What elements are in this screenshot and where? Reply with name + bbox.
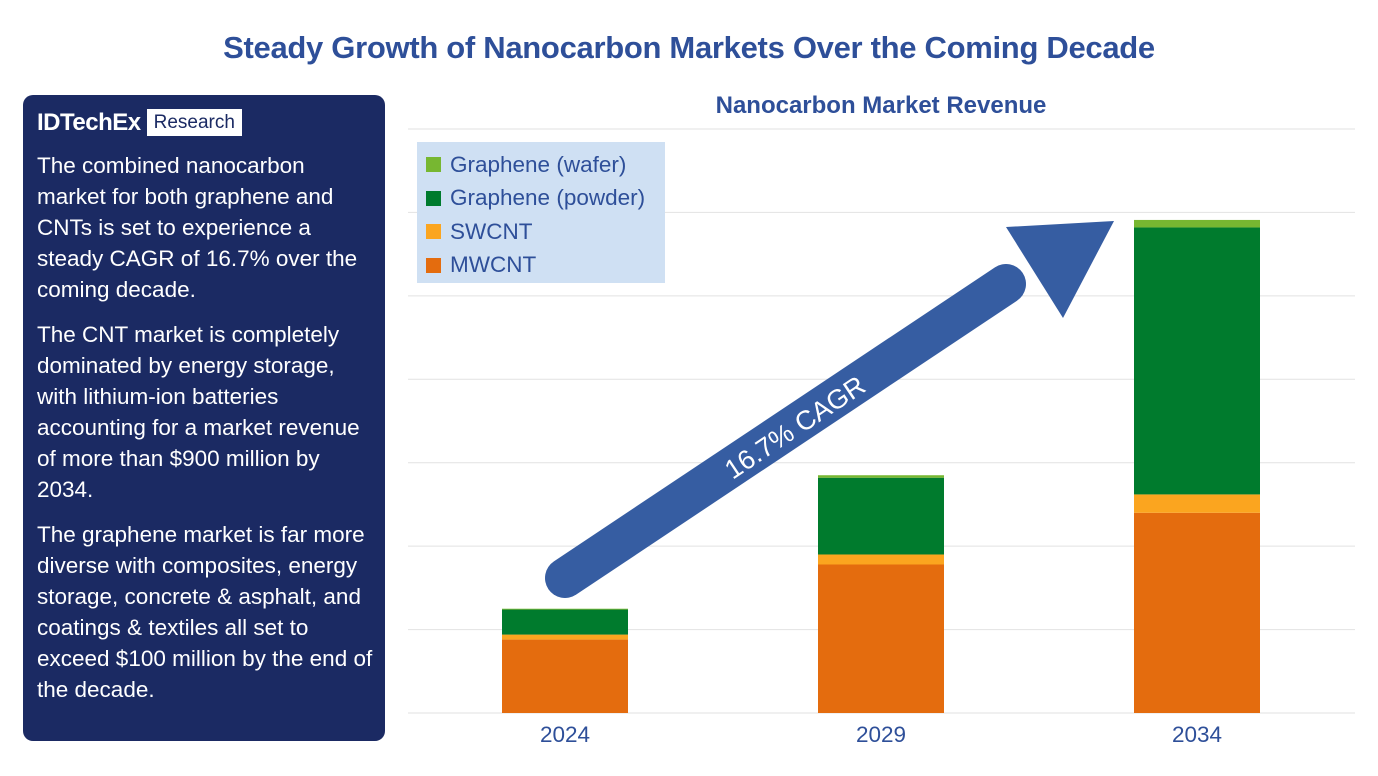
page-title: Steady Growth of Nanocarbon Markets Over… bbox=[223, 30, 1155, 65]
bar-graphene-wafer-2029 bbox=[818, 475, 944, 478]
x-tick-label-2024: 2024 bbox=[540, 722, 590, 747]
x-tick-label-2034: 2034 bbox=[1172, 722, 1222, 747]
bars bbox=[502, 219, 1260, 713]
bar-graphene-wafer-2024 bbox=[502, 608, 628, 610]
logo-brand: IDTechEx bbox=[37, 109, 141, 136]
legend-item-graphene-powder: Graphene (powder) bbox=[426, 182, 665, 216]
cagr-arrow-head bbox=[1006, 221, 1114, 318]
legend-swatch bbox=[426, 224, 441, 240]
legend-label: SWCNT bbox=[450, 218, 533, 244]
logo-tag: Research bbox=[146, 109, 242, 136]
bar-swcnt-2024 bbox=[502, 634, 628, 640]
bar-graphene-powder-2024 bbox=[502, 609, 628, 635]
legend-item-swcnt: SWCNT bbox=[426, 215, 665, 249]
chart-legend: Graphene (wafer) Graphene (powder) SWCNT… bbox=[417, 142, 665, 283]
cagr-arrow-shaft bbox=[545, 264, 1026, 598]
x-tick-label-2029: 2029 bbox=[856, 722, 906, 747]
legend-swatch bbox=[426, 157, 441, 173]
summary-paragraph-cagr: The combined nanocarbon market for both … bbox=[37, 153, 358, 302]
summary-panel: IDTechEx Research The combined nanocarbo… bbox=[23, 95, 385, 741]
legend-label: Graphene (powder) bbox=[450, 185, 646, 211]
bar-graphene-wafer-2034 bbox=[1134, 219, 1260, 228]
bar-mwcnt-2029 bbox=[818, 564, 944, 713]
bar-graphene-powder-2029 bbox=[818, 477, 944, 555]
bar-graphene-powder-2034 bbox=[1134, 227, 1260, 495]
legend-label: Graphene (wafer) bbox=[450, 151, 627, 177]
legend-swatch bbox=[426, 257, 441, 273]
legend-item-graphene-wafer: Graphene (wafer) bbox=[426, 148, 665, 182]
bar-swcnt-2029 bbox=[818, 554, 944, 565]
legend-item-mwcnt: MWCNT bbox=[426, 249, 665, 283]
summary-paragraph-graphene: The graphene market is far more diverse … bbox=[37, 522, 373, 702]
bar-mwcnt-2024 bbox=[502, 639, 628, 713]
legend-label: MWCNT bbox=[450, 252, 537, 278]
x-axis-ticks: 2024 2029 2034 bbox=[540, 722, 1222, 747]
chart-title: Nanocarbon Market Revenue bbox=[715, 92, 1047, 119]
summary-paragraph-cnt: The CNT market is completely dominated b… bbox=[37, 322, 360, 502]
bar-mwcnt-2034 bbox=[1134, 512, 1260, 713]
idtechex-logo: IDTechEx Research bbox=[37, 109, 373, 136]
legend-swatch bbox=[426, 190, 441, 206]
cagr-label: 16.7% CAGR bbox=[719, 370, 870, 485]
bar-swcnt-2034 bbox=[1134, 494, 1260, 513]
